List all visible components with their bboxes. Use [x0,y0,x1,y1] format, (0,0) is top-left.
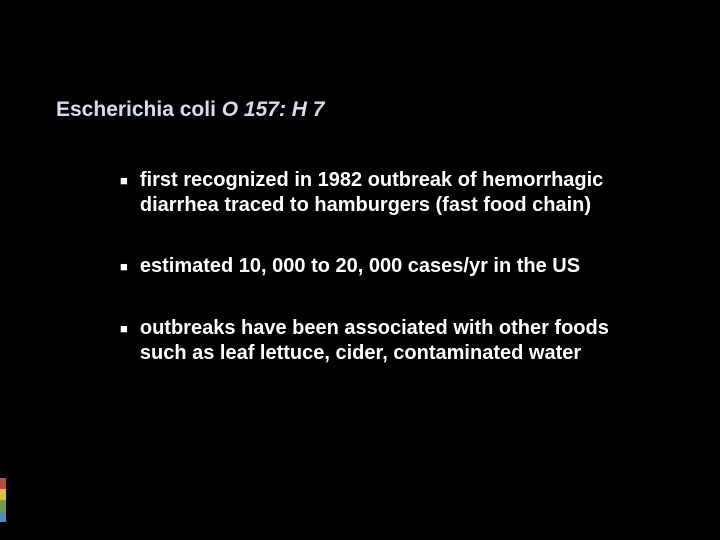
title-prefix: Escherichia coli [56,98,222,121]
square-bullet-icon: ■ [120,168,128,194]
accent-stripe [0,478,6,489]
slide-body: ■ first recognized in 1982 outbreak of h… [120,168,660,402]
bullet-text: estimated 10, 000 to 20, 000 cases/yr in… [140,254,580,279]
bullet-item: ■ first recognized in 1982 outbreak of h… [120,168,660,218]
bullet-item: ■ estimated 10, 000 to 20, 000 cases/yr … [120,254,660,280]
accent-stripe [0,489,6,500]
square-bullet-icon: ■ [120,254,128,280]
accent-stripe-group [0,478,6,522]
accent-stripe [0,500,6,511]
bullet-item: ■ outbreaks have been associated with ot… [120,316,660,366]
slide-title: Escherichia coli O 157: H 7 [56,98,680,122]
accent-stripe [0,511,6,522]
title-strain: O 157: H 7 [222,98,325,121]
square-bullet-icon: ■ [120,316,128,342]
bullet-text: first recognized in 1982 outbreak of hem… [140,168,660,218]
slide-title-block: Escherichia coli O 157: H 7 [56,98,680,122]
bullet-text: outbreaks have been associated with othe… [140,316,660,366]
